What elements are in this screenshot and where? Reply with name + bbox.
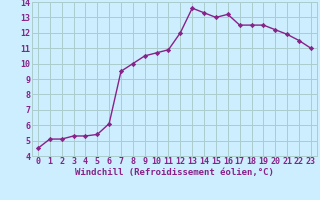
X-axis label: Windchill (Refroidissement éolien,°C): Windchill (Refroidissement éolien,°C): [75, 168, 274, 177]
